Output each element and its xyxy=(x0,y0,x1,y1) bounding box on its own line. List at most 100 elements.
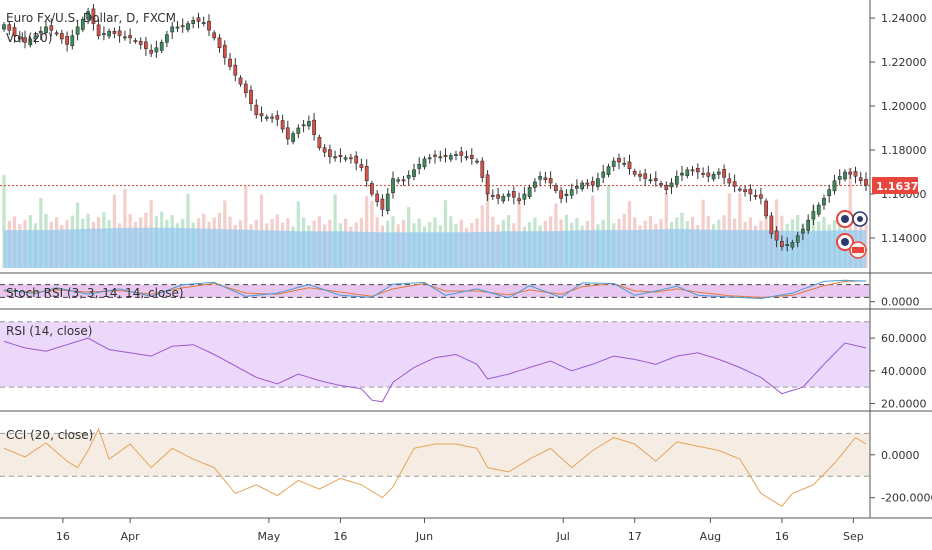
candle xyxy=(543,171,548,184)
candle-body xyxy=(853,171,858,177)
candle xyxy=(716,168,721,179)
candle xyxy=(517,192,521,205)
candle-body xyxy=(716,171,721,175)
candle-body xyxy=(722,169,726,178)
chart-title[interactable]: Euro Fx/U.S. Dollar, D, FXCM xyxy=(6,11,176,25)
candle-body xyxy=(506,193,511,197)
candle-body xyxy=(564,193,569,197)
candle-body xyxy=(596,178,600,187)
candle-body xyxy=(543,177,548,180)
candle xyxy=(175,20,180,32)
candle xyxy=(154,40,159,58)
candle-body xyxy=(412,169,416,177)
candle-body xyxy=(291,133,295,142)
candle xyxy=(7,20,12,35)
candle-body xyxy=(359,164,364,168)
candle-body xyxy=(364,166,369,182)
candle-body xyxy=(459,151,464,156)
candle-body xyxy=(480,160,485,178)
candle-body xyxy=(186,23,190,30)
candle-body xyxy=(317,136,322,149)
candle xyxy=(601,164,606,184)
candle-body xyxy=(159,42,164,51)
rsi-legend[interactable]: RSI (14, close) xyxy=(6,324,92,338)
candle xyxy=(165,30,169,48)
candle xyxy=(91,4,96,31)
candle xyxy=(811,204,816,225)
indicator-tick-label: 0.0000 xyxy=(881,449,920,462)
candle-body xyxy=(54,32,59,35)
candle xyxy=(801,224,805,241)
candle-body xyxy=(128,35,132,39)
candle xyxy=(585,179,590,189)
candle xyxy=(548,171,553,189)
candle xyxy=(669,178,674,194)
candle xyxy=(785,237,790,252)
candle xyxy=(33,31,38,44)
candle-body xyxy=(12,27,17,36)
candle xyxy=(370,180,374,197)
stoch-rsi-legend[interactable]: Stoch RSI (3, 3, 14, 14, close) xyxy=(6,286,184,300)
price-axis: 1.240001.220001.200001.180001.160001.140… xyxy=(870,12,927,245)
candle xyxy=(580,180,585,192)
candle-body xyxy=(753,195,758,197)
candle xyxy=(627,154,632,175)
candle-body xyxy=(843,171,847,180)
price-tick-label: 1.24000 xyxy=(881,12,927,25)
flag-events-icon[interactable] xyxy=(836,210,868,259)
candle xyxy=(522,186,527,206)
candle xyxy=(674,170,679,188)
candle-body xyxy=(780,241,784,247)
candle-body xyxy=(827,189,832,197)
candle-body xyxy=(701,173,705,175)
candle xyxy=(406,170,411,186)
candle xyxy=(448,152,453,162)
candle xyxy=(837,169,842,186)
candle-body xyxy=(275,115,280,120)
candle xyxy=(123,30,127,41)
candle xyxy=(511,186,516,205)
candle xyxy=(359,158,364,172)
candle xyxy=(848,168,853,179)
candle-body xyxy=(454,154,458,156)
candle-body xyxy=(801,228,805,234)
candle xyxy=(743,185,747,197)
candle-body xyxy=(117,30,122,36)
candle xyxy=(496,187,500,205)
candle xyxy=(75,19,80,41)
candle xyxy=(117,26,122,43)
candle-body xyxy=(154,47,159,53)
candle-body xyxy=(690,169,695,172)
candle-body xyxy=(75,26,80,35)
candle-body xyxy=(201,22,206,24)
candle-body xyxy=(312,119,316,135)
candle-body xyxy=(611,160,616,167)
cci-line xyxy=(3,427,867,507)
candle xyxy=(2,22,6,32)
candle-body xyxy=(385,193,390,211)
candle-body xyxy=(354,155,359,164)
cci-band xyxy=(0,433,870,477)
candle xyxy=(343,155,348,162)
candle-body xyxy=(102,33,106,35)
candle xyxy=(201,16,206,27)
candle xyxy=(501,193,506,204)
candle-body xyxy=(338,155,343,157)
candle xyxy=(438,150,443,162)
volume-legend[interactable]: Vol (20) xyxy=(6,31,52,45)
candle xyxy=(354,151,359,171)
last-price-text: 1.16377 xyxy=(876,180,926,193)
candle xyxy=(695,163,700,179)
cci-legend[interactable]: CCI (20, close) xyxy=(6,428,93,442)
candle xyxy=(212,30,217,41)
candle-body xyxy=(559,190,563,199)
time-tick-label: Jun xyxy=(415,530,433,543)
indicator-tick-label: 60.0000 xyxy=(881,332,927,345)
candle-body xyxy=(196,17,201,22)
candle xyxy=(54,30,59,37)
last-price-tag xyxy=(872,177,918,194)
candle-body xyxy=(2,24,6,30)
candle-body xyxy=(774,230,779,241)
candle-body xyxy=(674,176,679,185)
candle-body xyxy=(806,220,811,231)
